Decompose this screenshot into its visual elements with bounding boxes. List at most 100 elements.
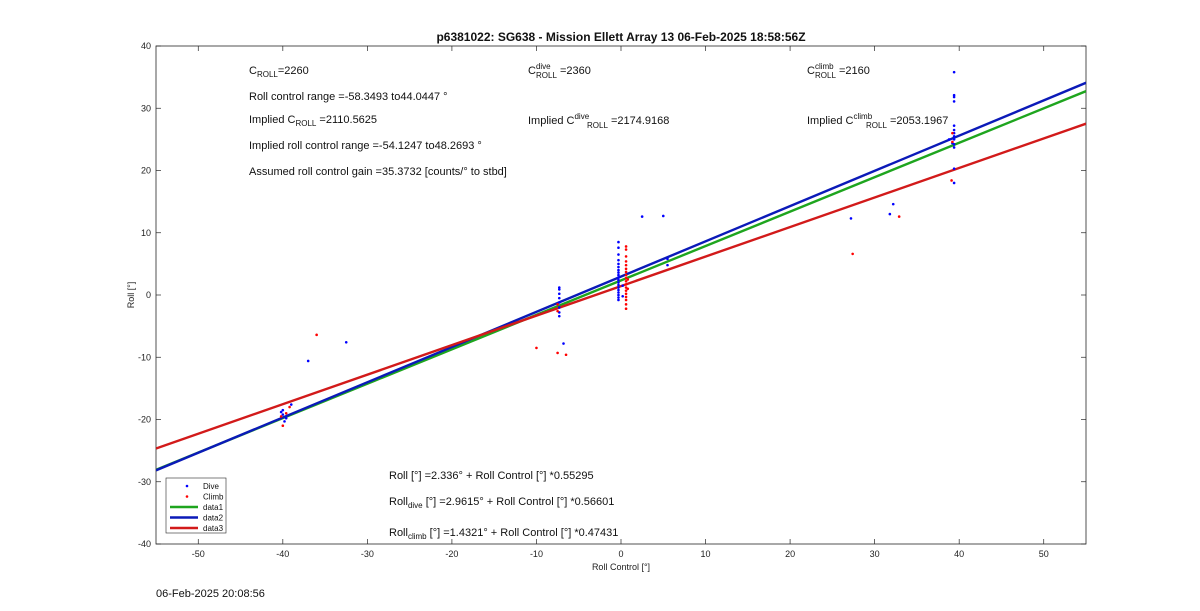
climb-point: [624, 292, 628, 296]
dive-point: [621, 284, 624, 287]
dive-point: [281, 413, 285, 416]
axis-ticks: -50 -40 -30 -20 -10 0 10 20 30 40 50 -40 -30 -20 -10 0 1…: [138, 41, 1086, 559]
dive-point: [617, 293, 620, 297]
legend-marker-Climb: [185, 495, 189, 498]
dive-point: [306, 359, 310, 363]
climb-point: [951, 140, 954, 144]
dive-point: [849, 217, 853, 220]
climb-point: [624, 260, 628, 263]
dive-point: [952, 134, 956, 138]
dive-point: [888, 212, 892, 216]
climb-point: [284, 411, 288, 415]
annotation-fit-dive: Rolldive [°] =2.9615° + Roll Control [°]…: [389, 496, 614, 510]
fit-line-data2: [156, 81, 1086, 472]
climb-point: [624, 273, 628, 277]
climb-point: [624, 270, 628, 274]
x-tick-label: -10: [530, 549, 543, 559]
dive-point: [617, 291, 620, 294]
dive-point: [617, 281, 620, 284]
climb-point: [626, 287, 630, 291]
dive-point: [952, 181, 956, 185]
footer-timestamp: 06-Feb-2025 20:08:56: [156, 588, 265, 600]
climb-point: [624, 295, 628, 299]
climb-point: [624, 289, 628, 292]
dive-point: [952, 167, 956, 170]
dive-point: [952, 138, 956, 141]
dive-point: [557, 288, 561, 291]
dive-point: [284, 416, 288, 420]
y-tick-label: 20: [141, 166, 151, 176]
dive-point: [617, 278, 620, 282]
y-tick-label: 40: [141, 41, 151, 51]
y-tick-label: -40: [138, 539, 151, 549]
climb-point: [626, 278, 630, 281]
annotation-roll-range: Roll control range =-58.3493 to44.0447 °: [249, 91, 448, 103]
y-tick-label: 0: [146, 290, 151, 300]
y-tick-label: 10: [141, 228, 151, 238]
climb-point: [951, 131, 954, 135]
annotation-c-dive: Cdive ROLL =2360: [528, 62, 591, 80]
dive-point: [617, 253, 620, 256]
legend-box: [165, 477, 227, 534]
dive-point: [557, 292, 561, 296]
dive-point: [617, 262, 620, 266]
legend-label: Dive: [203, 482, 220, 491]
climb-point: [315, 333, 318, 337]
dive-point: [947, 138, 951, 141]
dive-point: [952, 146, 956, 149]
climb-point: [556, 351, 559, 355]
dive-point: [557, 314, 561, 318]
climb-point: [624, 263, 628, 267]
annotation-fit-all: Roll [°] =2.336° + Roll Control [°] *0.5…: [389, 470, 594, 482]
dive-point: [666, 263, 669, 267]
plot-frame: [155, 45, 1087, 545]
y-tick-label: 30: [141, 103, 151, 113]
x-tick-label: 0: [618, 549, 623, 559]
dive-point: [344, 341, 348, 344]
dive-point: [617, 286, 620, 289]
legend-label: Climb: [203, 493, 224, 502]
climb-point: [556, 309, 559, 313]
climb-point: [556, 303, 559, 306]
legend-label: data1: [203, 503, 224, 512]
dive-point: [617, 258, 620, 262]
legend-label: data3: [203, 524, 224, 533]
annotation-fit-climb: Rollclimb [°] =1.4321° + Roll Control [°…: [389, 527, 618, 541]
x-tick-label: -40: [276, 549, 289, 559]
dive-point: [617, 298, 620, 302]
dive-point: [617, 283, 620, 287]
dive-point: [952, 128, 956, 132]
dive-point: [952, 70, 956, 74]
y-tick-label: -10: [138, 352, 151, 362]
x-tick-label: 10: [701, 549, 711, 559]
x-tick-label: 30: [870, 549, 880, 559]
annotation-c-roll: CROLL=2260: [249, 65, 309, 79]
x-tick-label: -30: [361, 549, 374, 559]
dive-point: [289, 403, 293, 406]
dive-point: [617, 271, 620, 274]
dive-point: [617, 268, 620, 272]
dive-point: [952, 143, 956, 146]
y-tick-label: -30: [138, 477, 151, 487]
x-tick-label: 40: [954, 549, 964, 559]
climb-point: [624, 303, 628, 306]
legend-marker-Dive: [185, 484, 189, 488]
climb-point: [624, 267, 628, 271]
climb-point: [279, 415, 283, 418]
dive-point: [617, 276, 620, 279]
dive-point: [952, 93, 956, 97]
x-tick-label: 50: [1039, 549, 1049, 559]
y-axis-label: Roll [°]: [126, 282, 136, 309]
dive-point: [666, 257, 669, 261]
annotation-gain: Assumed roll control gain =35.3732 [coun…: [249, 166, 507, 178]
fit-lines: [156, 81, 1086, 472]
climb-point: [624, 280, 628, 283]
climb-point: [624, 283, 628, 286]
climb-point: [624, 248, 628, 251]
x-tick-label: 20: [785, 549, 795, 559]
dive-point: [562, 342, 565, 345]
annotation-implied-c: Implied CROLL =2110.5625: [249, 114, 377, 128]
climb-point: [564, 353, 568, 357]
climb-point: [624, 307, 628, 310]
